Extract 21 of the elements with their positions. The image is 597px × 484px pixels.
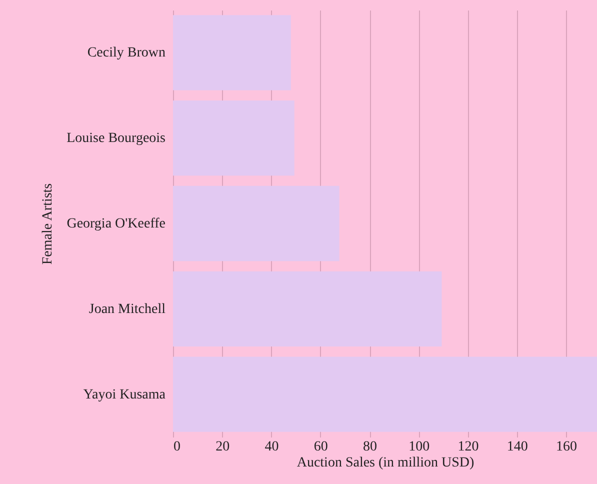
y-tick-label: Georgia O'Keeffe — [66, 216, 166, 232]
bar — [173, 100, 294, 176]
y-tick-label: Joan Mitchell — [88, 302, 166, 317]
y-tick-label: Louise Bourgeois — [66, 131, 166, 146]
x-tick-label: 80 — [363, 440, 378, 454]
x-axis-title: Auction Sales (in million USD) — [296, 456, 474, 470]
bar — [173, 186, 340, 262]
x-tick-label: 40 — [264, 440, 279, 454]
x-tick-label: 140 — [506, 440, 528, 454]
x-tick-label: 160 — [556, 440, 578, 454]
x-tick-label: 20 — [216, 440, 230, 454]
y-axis-title: Female Artists — [40, 183, 56, 265]
x-tick-label: 0 — [174, 440, 180, 454]
x-tick-label: 60 — [314, 440, 328, 454]
bar — [173, 271, 442, 346]
y-tick-label: Yayoi Kusama — [83, 387, 166, 402]
bar — [173, 356, 597, 432]
x-tick-label: 100 — [408, 440, 430, 454]
bar — [173, 15, 291, 90]
y-tick-label: Cecily Brown — [87, 46, 166, 61]
x-tick-label: 120 — [458, 440, 479, 454]
